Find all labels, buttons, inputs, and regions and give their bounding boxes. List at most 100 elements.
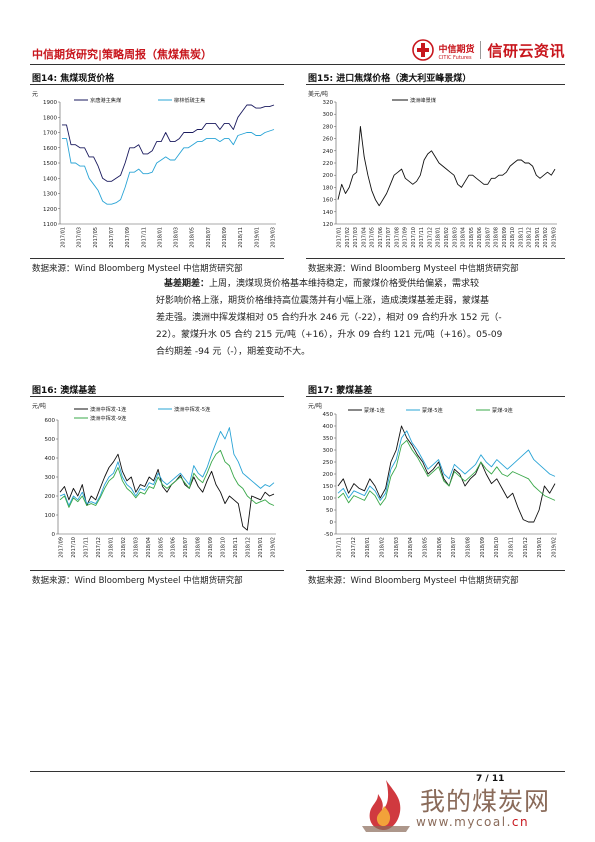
fig14-xtick-label: 2018/05 <box>190 227 196 248</box>
fig16-xtick-label: 2018/05 <box>158 537 164 558</box>
fig17-ytick-label: 200 <box>323 472 334 478</box>
fig15-xtick-label: 2018/03 <box>452 227 458 248</box>
fig14-ytick-label: 1600 <box>43 146 57 152</box>
fig17-legend-label-0: 蒙煤-1连 <box>364 406 386 414</box>
fig14-ytick-label: 1200 <box>43 207 57 213</box>
fig16-ytick-label: 500 <box>45 437 56 443</box>
fig15-chart: 美元/吨 120 140 160 180 200 220 240 260 280 300 320 201… <box>306 88 565 256</box>
fig17-xtick-label: 2018/12 <box>523 537 529 558</box>
fig16-ytick-label: 200 <box>45 494 56 500</box>
fig14-ylabel: 元 <box>32 91 38 98</box>
fig15-xtick-label: 2018/02 <box>444 227 450 248</box>
watermark-text: 我的煤炭网 <box>420 787 551 816</box>
fig14-xtick-label: 2017/03 <box>77 227 83 248</box>
fig17-xtick-label: 2019/02 <box>552 537 558 558</box>
paragraph-line-4: 22）。蒙煤升水 05 合约 215 元/吨（+16），升水 09 合约 121… <box>156 330 503 340</box>
fig14-ytick-label: 1300 <box>43 192 57 198</box>
flame-logo-icon <box>362 780 410 832</box>
page-header: 中信期货研究|策略周报（焦煤焦炭） 中信期货 CITIC Futures 信研云… <box>30 36 565 64</box>
fig14-legend-label-0: 京唐港主焦煤 <box>90 96 121 104</box>
brand-logo: 中信期货 CITIC Futures 信研云资讯 <box>412 36 565 64</box>
fig15-xtick-label: 2017/12 <box>427 227 433 248</box>
fig14-series-0-line <box>62 104 275 182</box>
fig15-ytick-label: 300 <box>323 112 334 118</box>
logo-en: CITIC Futures <box>438 55 472 61</box>
fig15-xtick-label: 2017/03 <box>353 227 359 248</box>
fig15-xtick-label: 2017/09 <box>403 227 409 248</box>
fig16-xtick-label: 2018/07 <box>183 537 189 558</box>
fig16-title: 图16: 澳煤基差 <box>32 386 97 396</box>
fig15-xtick-label: 2018/11 <box>518 227 524 248</box>
fig15-legend-label-0: 澳洲峰景煤 <box>410 96 436 104</box>
fig15-series-0-line <box>337 125 556 207</box>
fig15-xtick-label: 2018/06 <box>477 227 483 248</box>
paragraph-line-5: 合约期差 -94 元（-），期差变动不大。 <box>156 347 311 357</box>
fig17-title: 图17: 蒙煤基差 <box>308 386 373 396</box>
fig17-xtick-label: 2018/03 <box>394 537 400 558</box>
fig17-legend-label-1: 蒙煤-5连 <box>422 406 444 414</box>
fig16-xtick-label: 2018/09 <box>208 537 214 558</box>
fig14-xtick-label: 2018/11 <box>238 227 244 248</box>
paragraph-lead: 基差期差： <box>164 279 210 289</box>
fig17-ytick-label: -50 <box>324 532 333 538</box>
fig15-xtick-label: 2017/04 <box>361 227 367 248</box>
fig15-ytick-label: 320 <box>323 100 334 106</box>
citic-logo-icon <box>412 39 435 61</box>
fig14-xtick-label: 2017/01 <box>61 227 67 248</box>
fig14-title: 图14: 焦煤现货价格 <box>32 74 115 84</box>
fig17-xtick-label: 2018/04 <box>408 537 414 558</box>
fig16-xtick-label: 2018/10 <box>221 537 227 558</box>
fig14-chart: 元 1100 1200 1300 1400 1500 1600 1700 1800 1900 201… <box>30 88 284 256</box>
fig15-ytick-label: 220 <box>323 161 334 167</box>
fig15-xtick-label: 2019/01 <box>535 227 541 248</box>
fig15-title-rule <box>306 84 565 85</box>
fig16-bottom-rule <box>30 570 284 571</box>
fig17-xtick-label: 2017/12 <box>351 537 357 558</box>
fig16-series-2-line <box>59 449 275 508</box>
report-title: 中信期货研究|策略周报（焦煤焦炭） <box>32 48 213 61</box>
fig16-xtick-label: 2017/10 <box>71 537 77 558</box>
fig17-ytick-label: 50 <box>326 508 333 514</box>
fig15-xtick-label: 2019/03 <box>552 227 558 248</box>
fig17-xtick-label: 2018/09 <box>480 537 486 558</box>
fig17-xtick-label: 2018/10 <box>494 537 500 558</box>
fig14-xtick-label: 2017/05 <box>93 227 99 248</box>
fig16-xtick-label: 2018/06 <box>171 537 177 558</box>
fig16-xtick-label: 2018/03 <box>133 537 139 558</box>
fig16-xtick-label: 2018/01 <box>108 537 114 558</box>
fig14-xtick-label: 2018/09 <box>222 227 228 248</box>
fig15-ytick-label: 140 <box>323 210 334 216</box>
logo-text: 中信期货 CITIC Futures <box>438 39 474 61</box>
fig16-xtick-label: 2017/11 <box>83 537 89 558</box>
fig15-ylabel: 美元/吨 <box>308 90 328 98</box>
fig16-source: 数据来源：Wind Bloomberg Mysteel 中信期货研究部 <box>32 576 243 586</box>
fig14-xtick-label: 2018/07 <box>206 227 212 248</box>
fig14-xtick-label: 2019/01 <box>254 227 260 248</box>
fig17-source: 数据来源：Wind Bloomberg Mysteel 中信期货研究部 <box>308 576 519 586</box>
fig17-ytick-label: 300 <box>323 448 334 454</box>
fig15-xtick-label: 2017/01 <box>337 227 343 248</box>
fig17-legend-label-2: 蒙煤-9连 <box>492 406 514 414</box>
fig17-xtick-label: 2018/02 <box>380 537 386 558</box>
fig16-series-1-line <box>59 427 275 506</box>
fig15-xtick-label: 2018/12 <box>527 227 533 248</box>
fig15-ytick-label: 260 <box>323 137 334 143</box>
footer-rule <box>30 771 565 772</box>
fig14-bottom-rule <box>30 258 284 259</box>
watermark-url: www.mycoal.cn <box>416 815 530 829</box>
fig17-chart: 元/吨 -50 0 50 100 150 200 250 300 350 400 450 2017/11… <box>306 400 565 568</box>
fig16-ytick-label: 0 <box>52 532 56 538</box>
fig15-xtick-label: 2018/05 <box>469 227 475 248</box>
fig14-legend-label-1: 柳林低硫主焦 <box>174 96 205 104</box>
fig17-ytick-label: 450 <box>323 412 334 418</box>
fig16-ytick-label: 600 <box>45 418 56 424</box>
fig17-svg: 元/吨 -50 0 50 100 150 200 250 300 350 400 450 2017/11… <box>308 402 558 558</box>
fig15-xtick-label: 2018/04 <box>461 227 467 248</box>
fig17-xtick-label: 2019/01 <box>537 537 543 558</box>
fig16-xtick-label: 2018/12 <box>246 537 252 558</box>
fig16-xtick-label: 2018/02 <box>121 537 127 558</box>
fig17-xtick-label: 2018/07 <box>451 537 457 558</box>
fig15-xtick-label: 2018/09 <box>502 227 508 248</box>
fig15-ytick-label: 120 <box>323 222 334 228</box>
fig15-title: 图15: 进口焦煤价格（澳大利亚峰景煤） <box>308 74 472 84</box>
